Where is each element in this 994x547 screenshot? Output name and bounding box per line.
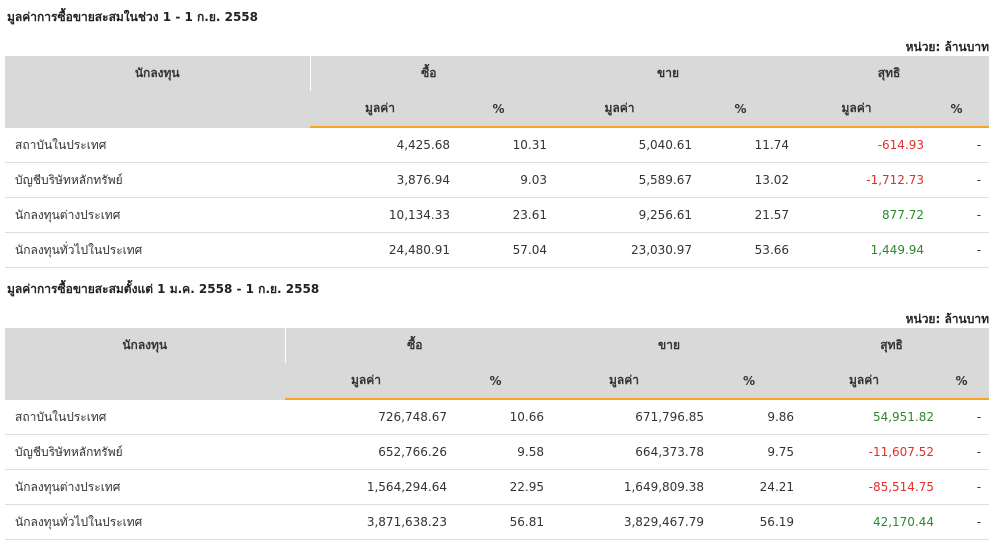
net-value: 54,951.82: [794, 399, 935, 435]
sell-percent: 24.21: [704, 469, 795, 505]
investor-header: นักลงทุน: [5, 56, 311, 91]
sell-value: 664,373.78: [544, 434, 705, 470]
net-value-header: มูลค่า: [789, 91, 925, 128]
investor-name: สถาบันในประเทศ: [5, 127, 310, 163]
sell-value: 5,589.67: [547, 162, 693, 198]
net-percent: -: [934, 504, 990, 540]
net-value: 1,449.94: [789, 232, 925, 268]
buy-value: 3,871,638.23: [285, 504, 447, 540]
sell-header: ขาย: [547, 56, 790, 91]
net-percent: -: [934, 469, 990, 505]
buy-header: ซื้อ: [310, 56, 548, 91]
buy-percent-header: %: [447, 363, 545, 400]
sell-value: 23,030.97: [547, 232, 693, 268]
table-row: บัญชีบริษัทหลักทรัพย์ 652,766.26 9.58 66…: [5, 434, 990, 470]
sell-value: 3,829,467.79: [544, 504, 705, 540]
buy-value: 10,134.33: [310, 197, 450, 233]
table-row: นักลงทุนทั่วไปในประเทศ 3,871,638.23 56.8…: [5, 504, 990, 540]
net-value: 42,170.44: [794, 504, 935, 540]
buy-percent: 9.03: [450, 162, 548, 198]
net-percent: -: [934, 399, 990, 435]
unit-label: หน่วย: ล้านบาท: [905, 40, 989, 54]
buy-percent-header: %: [450, 91, 548, 128]
investor-name: นักลงทุนทั่วไปในประเทศ: [5, 232, 310, 268]
buy-value: 4,425.68: [310, 127, 450, 163]
net-header: สุทธิ: [789, 56, 990, 91]
table-row: นักลงทุนต่างประเทศ 10,134.33 23.61 9,256…: [5, 197, 990, 233]
net-percent: -: [924, 197, 990, 233]
subheader-row: มูลค่า % มูลค่า % มูลค่า %: [5, 91, 990, 128]
investor-name: บัญชีบริษัทหลักทรัพย์: [5, 162, 310, 198]
investor-name: นักลงทุนต่างประเทศ: [5, 469, 285, 505]
table-row: สถาบันในประเทศ 4,425.68 10.31 5,040.61 1…: [5, 127, 990, 163]
sell-percent: 53.66: [692, 232, 790, 268]
buy-percent: 10.31: [450, 127, 548, 163]
section-period: มูลค่าการซื้อขายสะสมในช่วง 1 - 1 ก.ย. 25…: [0, 0, 994, 268]
buy-percent: 9.58: [447, 434, 545, 470]
sell-value: 5,040.61: [547, 127, 693, 163]
header-row: นักลงทุน ซื้อ ขาย สุทธิ: [5, 56, 990, 91]
header-row: นักลงทุน ซื้อ ขาย สุทธิ: [5, 328, 990, 363]
sell-value-header: มูลค่า: [547, 91, 693, 128]
net-value: -1,712.73: [789, 162, 925, 198]
net-percent: -: [934, 434, 990, 470]
buy-value: 652,766.26: [285, 434, 447, 470]
net-value: -85,514.75: [794, 469, 935, 505]
buy-percent: 22.95: [447, 469, 545, 505]
buy-percent: 10.66: [447, 399, 545, 435]
investor-name: นักลงทุนต่างประเทศ: [5, 197, 310, 233]
buy-percent: 57.04: [450, 232, 548, 268]
investor-name: บัญชีบริษัทหลักทรัพย์: [5, 434, 285, 470]
sell-percent: 11.74: [692, 127, 790, 163]
trading-table: นักลงทุน ซื้อ ขาย สุทธิ มูลค่า % มูลค่า …: [5, 56, 990, 268]
net-header: สุทธิ: [794, 328, 990, 363]
investor-name: นักลงทุนทั่วไปในประเทศ: [5, 504, 285, 540]
buy-value: 726,748.67: [285, 399, 447, 435]
trading-table: นักลงทุน ซื้อ ขาย สุทธิ มูลค่า % มูลค่า …: [5, 328, 990, 540]
net-percent-header: %: [934, 363, 990, 400]
net-value-header: มูลค่า: [794, 363, 935, 400]
sell-percent: 21.57: [692, 197, 790, 233]
sell-percent-header: %: [692, 91, 790, 128]
buy-value: 24,480.91: [310, 232, 450, 268]
sell-percent: 9.75: [704, 434, 795, 470]
buy-percent: 23.61: [450, 197, 548, 233]
investor-header: นักลงทุน: [5, 328, 286, 363]
buy-value: 3,876.94: [310, 162, 450, 198]
section-title: มูลค่าการซื้อขายสะสมในช่วง 1 - 1 ก.ย. 25…: [7, 10, 258, 24]
sell-percent: 13.02: [692, 162, 790, 198]
sell-header: ขาย: [544, 328, 795, 363]
net-percent: -: [924, 127, 990, 163]
net-percent: -: [924, 232, 990, 268]
net-value: -614.93: [789, 127, 925, 163]
buy-value-header: มูลค่า: [310, 91, 450, 128]
table-row: นักลงทุนทั่วไปในประเทศ 24,480.91 57.04 2…: [5, 232, 990, 268]
table-row: สถาบันในประเทศ 726,748.67 10.66 671,796.…: [5, 399, 990, 435]
sell-value-header: มูลค่า: [544, 363, 705, 400]
net-value: -11,607.52: [794, 434, 935, 470]
buy-value: 1,564,294.64: [285, 469, 447, 505]
net-percent: -: [924, 162, 990, 198]
net-value: 877.72: [789, 197, 925, 233]
buy-percent: 56.81: [447, 504, 545, 540]
subheader-row: มูลค่า % มูลค่า % มูลค่า %: [5, 363, 990, 400]
investor-name: สถาบันในประเทศ: [5, 399, 285, 435]
section-ytd: มูลค่าการซื้อขายสะสมตั้งแต่ 1 ม.ค. 2558 …: [0, 268, 994, 540]
unit-label: หน่วย: ล้านบาท: [905, 312, 989, 326]
sell-percent-header: %: [704, 363, 795, 400]
investor-subheader: [5, 363, 285, 400]
sell-value: 671,796.85: [544, 399, 705, 435]
section-title: มูลค่าการซื้อขายสะสมตั้งแต่ 1 ม.ค. 2558 …: [7, 282, 320, 296]
net-percent-header: %: [924, 91, 990, 128]
table-row: นักลงทุนต่างประเทศ 1,564,294.64 22.95 1,…: [5, 469, 990, 505]
table-row: บัญชีบริษัทหลักทรัพย์ 3,876.94 9.03 5,58…: [5, 162, 990, 198]
sell-value: 9,256.61: [547, 197, 693, 233]
buy-value-header: มูลค่า: [285, 363, 447, 400]
sell-value: 1,649,809.38: [544, 469, 705, 505]
investor-subheader: [5, 91, 310, 128]
buy-header: ซื้อ: [285, 328, 545, 363]
sell-percent: 9.86: [704, 399, 795, 435]
sell-percent: 56.19: [704, 504, 795, 540]
